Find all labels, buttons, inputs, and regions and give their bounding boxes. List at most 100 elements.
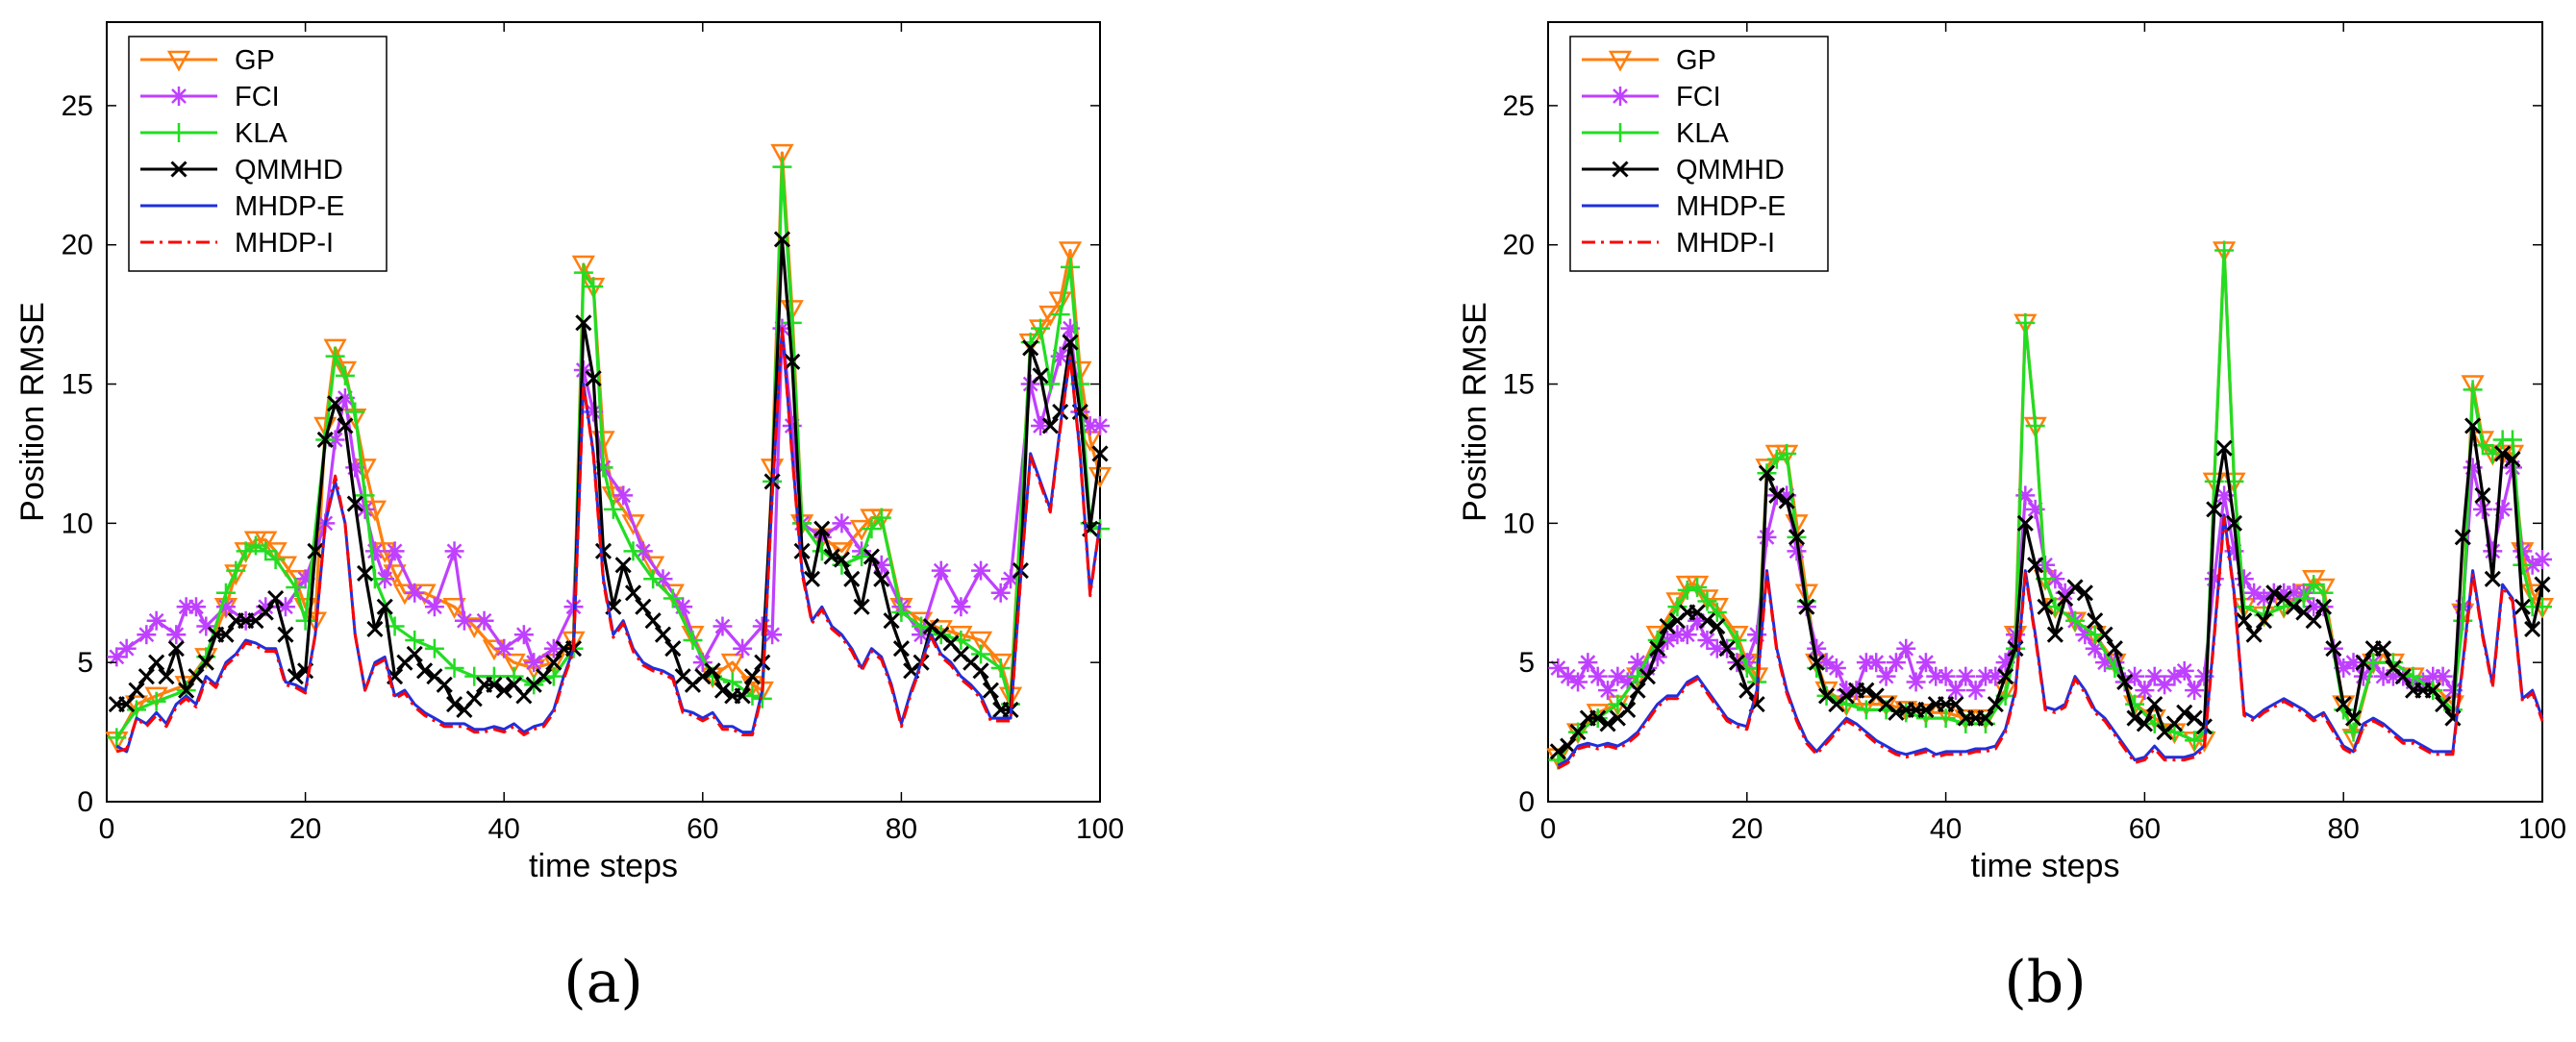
data-point bbox=[215, 583, 236, 603]
data-point bbox=[2185, 681, 2205, 701]
data-point bbox=[971, 560, 991, 581]
y-tick-label: 10 bbox=[1503, 508, 1535, 539]
data-point bbox=[1659, 617, 1676, 635]
data-point bbox=[325, 346, 345, 366]
data-point bbox=[286, 577, 306, 597]
data-point bbox=[713, 682, 732, 699]
legend-item-mhdp-e: MHDP-E bbox=[140, 191, 344, 222]
data-point bbox=[146, 610, 166, 631]
legend-item-fci: FCI bbox=[1582, 82, 1721, 112]
series-line-fci bbox=[115, 327, 1100, 664]
data-point bbox=[524, 653, 544, 673]
data-point bbox=[2066, 579, 2084, 596]
data-point bbox=[366, 620, 384, 637]
data-point bbox=[713, 616, 733, 636]
data-point bbox=[2125, 694, 2145, 714]
data-point bbox=[245, 535, 265, 556]
y-tick-label: 10 bbox=[62, 508, 93, 539]
legend-box bbox=[1569, 36, 1829, 272]
data-point bbox=[2025, 415, 2045, 435]
legend: GP FCI KLA QMMHD MHDP-E MHDP-I bbox=[128, 36, 388, 272]
data-point bbox=[1698, 612, 1716, 630]
data-point bbox=[357, 564, 374, 583]
data-point bbox=[2513, 555, 2533, 575]
data-point bbox=[444, 541, 464, 561]
data-point bbox=[424, 638, 444, 658]
data-point bbox=[256, 541, 276, 561]
axis-ticks: 0 20 40 60 80 100 0 5 10 15 20 25 bbox=[62, 22, 1124, 845]
legend-item-fci: FCI bbox=[140, 82, 280, 112]
data-point bbox=[545, 654, 563, 671]
data-point bbox=[2096, 626, 2113, 643]
data-point bbox=[1788, 529, 1806, 546]
data-point bbox=[178, 682, 195, 699]
data-point bbox=[1688, 577, 1708, 597]
data-point bbox=[852, 547, 872, 567]
data-point bbox=[2454, 529, 2471, 546]
data-point bbox=[1768, 486, 1786, 504]
data-point bbox=[1568, 672, 1588, 692]
x-tick-label: 80 bbox=[886, 813, 917, 845]
data-point bbox=[2433, 666, 2453, 686]
legend-marker bbox=[169, 123, 188, 142]
data-point bbox=[1874, 695, 1898, 717]
data-point bbox=[2484, 570, 2501, 587]
data-point bbox=[614, 557, 632, 574]
data-point bbox=[773, 231, 791, 248]
data-point bbox=[2424, 682, 2441, 699]
x-tick-label: 100 bbox=[2518, 813, 2566, 845]
legend-item-qmmhd: QMMHD bbox=[1582, 155, 1785, 186]
x-tick-label: 60 bbox=[2129, 813, 2161, 845]
series-layer bbox=[1546, 240, 2555, 770]
axis-ticks: 0 20 40 60 80 100 0 5 10 15 20 25 bbox=[1503, 22, 2566, 845]
series-line-kla bbox=[1556, 248, 2542, 761]
data-point bbox=[316, 431, 334, 449]
data-point bbox=[1569, 724, 1587, 741]
series-line-mhdp-i bbox=[1557, 516, 2544, 770]
series-layer bbox=[105, 143, 1113, 754]
data-point bbox=[167, 640, 185, 657]
data-point bbox=[2174, 660, 2194, 681]
data-point bbox=[2215, 439, 2233, 457]
legend-items: GP FCI KLA QMMHD MHDP-E MHDP-I bbox=[140, 45, 344, 259]
legend-label: KLA bbox=[235, 118, 288, 149]
data-point bbox=[1697, 591, 1717, 611]
data-point bbox=[1677, 580, 1697, 600]
data-point bbox=[1052, 403, 1069, 421]
data-point bbox=[1766, 449, 1787, 469]
data-point bbox=[2234, 569, 2254, 589]
data-point bbox=[128, 682, 145, 699]
legend-marker bbox=[1611, 87, 1630, 106]
data-point bbox=[2504, 451, 2521, 468]
data-point bbox=[853, 598, 870, 615]
data-point bbox=[571, 255, 595, 277]
data-point bbox=[1062, 334, 1079, 351]
data-point bbox=[2470, 431, 2495, 453]
data-point bbox=[1856, 700, 1876, 720]
data-point bbox=[1022, 339, 1039, 357]
data-point bbox=[465, 690, 483, 707]
legend-marker bbox=[1608, 50, 1633, 72]
data-point bbox=[2464, 417, 2482, 434]
x-tick-label: 40 bbox=[1930, 813, 1962, 845]
data-point bbox=[1917, 701, 1935, 718]
data-point bbox=[1896, 638, 1916, 658]
data-point bbox=[641, 556, 665, 578]
panel-label: (b) bbox=[2004, 949, 2086, 1016]
x-tick-label: 0 bbox=[1540, 813, 1557, 845]
data-point bbox=[406, 645, 423, 663]
data-point bbox=[1987, 696, 2004, 713]
data-point bbox=[663, 588, 683, 608]
data-point bbox=[1091, 445, 1109, 462]
data-point bbox=[2206, 501, 2223, 518]
data-point bbox=[464, 666, 485, 686]
y-tick-label: 5 bbox=[1518, 647, 1535, 679]
data-point bbox=[1001, 569, 1021, 589]
data-point bbox=[1947, 696, 1964, 713]
data-point bbox=[1858, 682, 1875, 699]
panel-label: (a) bbox=[563, 949, 643, 1016]
data-point bbox=[1936, 708, 1956, 729]
data-point bbox=[1685, 575, 1710, 597]
data-point bbox=[784, 353, 801, 370]
data-point bbox=[1709, 617, 1726, 635]
